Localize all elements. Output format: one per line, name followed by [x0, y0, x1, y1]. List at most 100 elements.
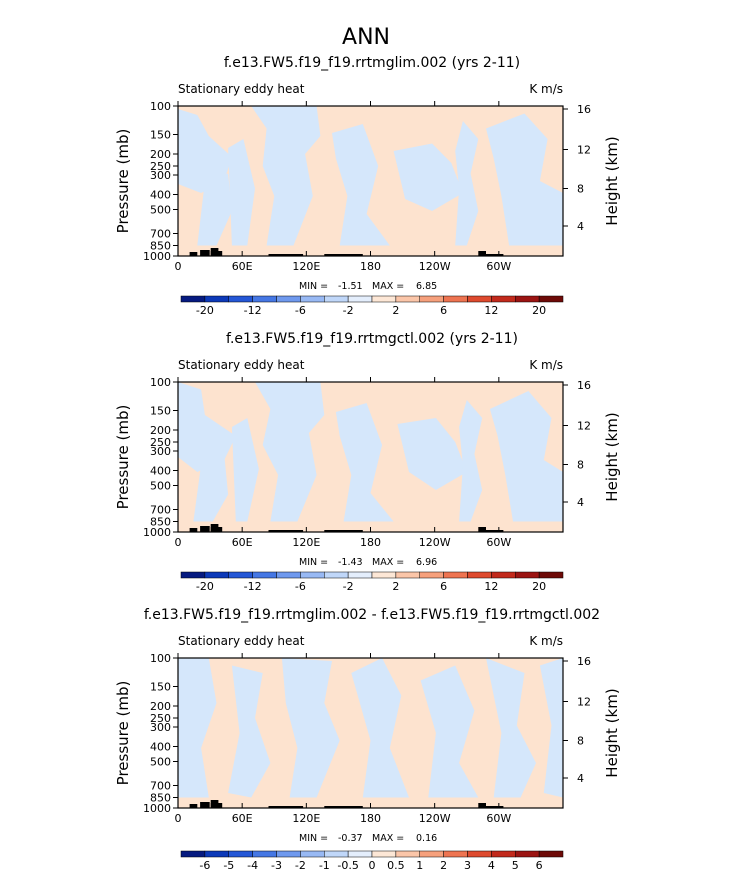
contour-region-6	[486, 658, 536, 798]
pressure-tick-label: 300	[150, 169, 171, 182]
colorbar-label: 3	[464, 859, 471, 872]
height-tick-label: 4	[577, 220, 584, 233]
colorbar-label: 2	[392, 580, 399, 593]
colorbar-cell-6	[300, 295, 325, 303]
contour-region-1	[178, 382, 236, 472]
pressure-tick-label: 400	[150, 465, 171, 478]
colorbar-label: 0	[369, 859, 376, 872]
pressure-tick-label: 500	[150, 204, 171, 217]
pressure-tick-label: 100	[150, 100, 171, 113]
pressure-tick-label: 850	[150, 792, 171, 805]
colorbar-cell-8	[347, 295, 373, 303]
min-value: -1.51	[338, 281, 363, 292]
x-tick-label: 60E	[232, 812, 253, 825]
colorbar-label: 0.5	[387, 859, 405, 872]
colorbar-cell-12	[443, 850, 468, 858]
colorbar-label: 20	[532, 304, 546, 317]
contour-region-3	[231, 418, 259, 522]
contour-region-5	[420, 665, 479, 798]
colorbar-cell-5	[276, 571, 301, 579]
topography-1	[189, 804, 198, 808]
colorbar-cell-8	[347, 571, 373, 579]
x-tick-label: 120W	[419, 536, 451, 549]
colorbar-cell-8	[347, 850, 373, 858]
contour-region-7	[459, 400, 483, 522]
topography-6	[324, 530, 363, 532]
colorbar-label: 6	[440, 580, 447, 593]
min-value: -0.37	[338, 833, 363, 844]
x-tick-label: 180	[360, 812, 381, 825]
colorbar-cell-11	[419, 571, 444, 579]
pressure-tick-label: 400	[150, 189, 171, 202]
contour-region-2	[228, 665, 271, 798]
pressure-tick-label: 1000	[143, 526, 171, 539]
colorbar-label: -1	[319, 859, 330, 872]
height-tick-label: 8	[577, 459, 584, 472]
colorbar-label: -3	[271, 859, 282, 872]
colorbar-label: -6	[199, 859, 210, 872]
colorbar-cell-6	[300, 850, 325, 858]
contour-region-5	[335, 403, 394, 522]
pressure-tick-label: 850	[150, 240, 171, 253]
colorbar-cell-16	[538, 295, 564, 303]
topography-2	[200, 802, 210, 808]
topography-2	[200, 250, 210, 256]
pressure-tick-label: 100	[150, 652, 171, 665]
height-tick-label: 16	[577, 379, 591, 392]
x-tick-label: 0	[175, 260, 182, 273]
colorbar-cell-4	[252, 571, 277, 579]
colorbar-label: -12	[244, 580, 262, 593]
colorbar-cell-10	[395, 295, 421, 303]
x-tick-label: 60W	[486, 812, 511, 825]
pressure-tick-label: 500	[150, 756, 171, 769]
topography-8	[484, 806, 504, 808]
height-tick-label: 12	[577, 420, 591, 433]
colorbar-label: 2	[392, 304, 399, 317]
figure-title: ANN	[342, 25, 390, 50]
colorbar-cell-2	[204, 850, 230, 858]
panel-title: f.e13.FW5.f19_f19.rrtmglim.002 - f.e13.F…	[144, 607, 600, 623]
topography-5	[268, 254, 304, 256]
x-tick-label: 180	[360, 260, 381, 273]
contour-region-4	[255, 382, 325, 522]
pressure-tick-label: 700	[150, 228, 171, 241]
height-tick-label: 8	[577, 183, 584, 196]
height-tick-label: 16	[577, 103, 591, 116]
units-label: K m/s	[529, 358, 563, 372]
colorbar-label: 5	[512, 859, 519, 872]
colorbar-cell-3	[228, 295, 253, 303]
colorbar-cell-3	[228, 571, 253, 579]
x-tick-label: 120E	[292, 260, 320, 273]
colorbar-cell-15	[515, 295, 540, 303]
panel-title: f.e13.FW5.f19_f19.rrtmglim.002 (yrs 2-11…	[224, 55, 520, 71]
max-label: MAX =	[372, 281, 404, 292]
min-label: MIN =	[299, 281, 328, 292]
max-value: 0.16	[416, 833, 437, 844]
pressure-tick-label: 1000	[143, 250, 171, 263]
colorbar-label: 4	[488, 859, 495, 872]
contour-region-7	[539, 658, 563, 798]
colorbar-cell-11	[419, 850, 444, 858]
colorbar-cell-5	[276, 295, 301, 303]
height-tick-label: 8	[577, 735, 584, 748]
topography-1	[189, 252, 198, 256]
pressure-tick-label: 100	[150, 376, 171, 389]
contour-region-4	[251, 106, 321, 246]
colorbar-cell-2	[204, 295, 230, 303]
contour-region-3	[281, 658, 340, 798]
colorbar-label: 12	[484, 580, 498, 593]
panel-1: f.e13.FW5.f19_f19.rrtmglim.002 (yrs 2-11…	[114, 55, 621, 317]
colorbar-cell-13	[467, 571, 492, 579]
colorbar-label: 20	[532, 580, 546, 593]
y-axis-label: Pressure (mb)	[114, 405, 132, 510]
pressure-tick-label: 1000	[143, 802, 171, 815]
x-tick-label: 60E	[232, 260, 253, 273]
y-axis-label-right: Height (km)	[603, 412, 621, 501]
x-tick-label: 60W	[486, 536, 511, 549]
topography-4	[210, 803, 223, 808]
colorbar-label: -12	[244, 304, 262, 317]
colorbar-label: 6	[536, 859, 543, 872]
contour-region-5	[332, 124, 390, 246]
topography-7	[478, 251, 486, 256]
